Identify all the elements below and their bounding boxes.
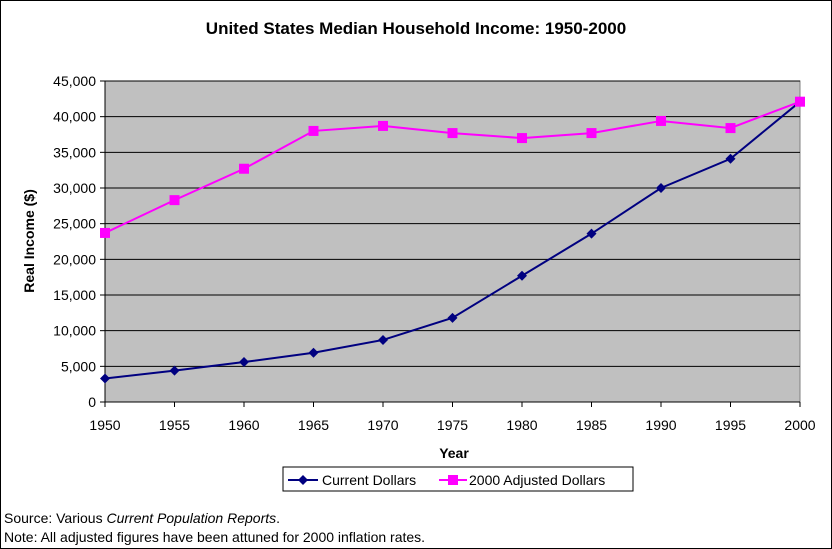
axes: [100, 80, 801, 407]
x-tick-labels: 1950 1955 1960 1965 1970 1975 1980 1985 1990 1995…: [89, 417, 815, 433]
y-tick-label: 20,000: [53, 251, 96, 267]
data-point-square: [378, 120, 388, 131]
y-tick-label: 5,000: [61, 358, 96, 374]
series-adjusted-dollars: [100, 96, 805, 238]
data-point-diamond: [378, 334, 388, 345]
x-tick-label: 1975: [437, 417, 468, 433]
x-tick-label: 1980: [506, 417, 537, 433]
data-point-diamond: [656, 183, 666, 193]
legend-square-icon: [448, 475, 458, 485]
data-point-square: [100, 227, 110, 238]
data-point-square: [656, 115, 666, 126]
data-point-diamond: [586, 228, 597, 239]
y-axis-label: Real Income ($): [21, 189, 37, 292]
inflation-note: Note: All adjusted figures have been att…: [4, 529, 426, 545]
data-point-square: [517, 133, 527, 144]
x-tick-label: 1950: [89, 417, 120, 433]
gridlines: [105, 80, 800, 367]
y-tick-label: 15,000: [53, 287, 96, 303]
chart-title: United States Median Household Income: 1…: [206, 19, 626, 38]
y-tick-label: 0: [88, 394, 96, 410]
x-tick-label: 1990: [645, 417, 676, 433]
x-tick-label: 2000: [784, 417, 815, 433]
data-point-square: [586, 128, 597, 139]
data-point-square: [169, 195, 180, 206]
y-tick-labels: 0 5,000 10,000 15,000 20,000 25,000 30,000 35,0…: [53, 73, 96, 410]
data-point-square: [447, 128, 458, 139]
data-point-diamond: [725, 153, 736, 164]
x-axis-label: Year: [439, 445, 469, 461]
y-tick-label: 30,000: [53, 180, 96, 196]
legend-diamond-icon: [298, 475, 308, 485]
data-point-diamond: [100, 373, 110, 384]
y-tick-label: 35,000: [53, 144, 96, 160]
x-tick-label: 1960: [228, 417, 259, 433]
data-point-diamond: [308, 347, 319, 358]
series-group: [100, 96, 805, 384]
data-point-diamond: [239, 357, 249, 368]
source-prefix: Source: Various: [4, 510, 107, 526]
legend-item-current-dollars: Current Dollars: [288, 472, 416, 488]
source-note: Source: Various Current Population Repor…: [4, 510, 280, 526]
data-point-square: [725, 123, 736, 134]
legend-label-current: Current Dollars: [322, 472, 416, 488]
y-tick-label: 10,000: [53, 323, 96, 339]
x-tick-label: 1995: [715, 417, 746, 433]
data-point-square: [239, 163, 249, 174]
data-point-square: [308, 125, 319, 136]
legend-item-adjusted-dollars: 2000 Adjusted Dollars: [439, 472, 605, 488]
x-tick-label: 1965: [298, 417, 329, 433]
x-tick-label: 1970: [367, 417, 398, 433]
y-tick-label: 40,000: [53, 109, 96, 125]
x-tick-label: 1955: [159, 417, 190, 433]
y-tick-label: 25,000: [53, 216, 96, 232]
source-suffix: .: [276, 510, 281, 526]
data-point-diamond: [517, 270, 527, 281]
source-title: Current Population Reports: [106, 510, 277, 526]
data-point-square: [795, 96, 805, 107]
y-tick-label: 45,000: [53, 73, 96, 89]
data-point-diamond: [447, 312, 458, 323]
data-point-diamond: [169, 365, 180, 376]
legend-label-adjusted: 2000 Adjusted Dollars: [469, 472, 605, 488]
legend: Current Dollars 2000 Adjusted Dollars: [282, 466, 634, 492]
x-tick-label: 1985: [576, 417, 607, 433]
